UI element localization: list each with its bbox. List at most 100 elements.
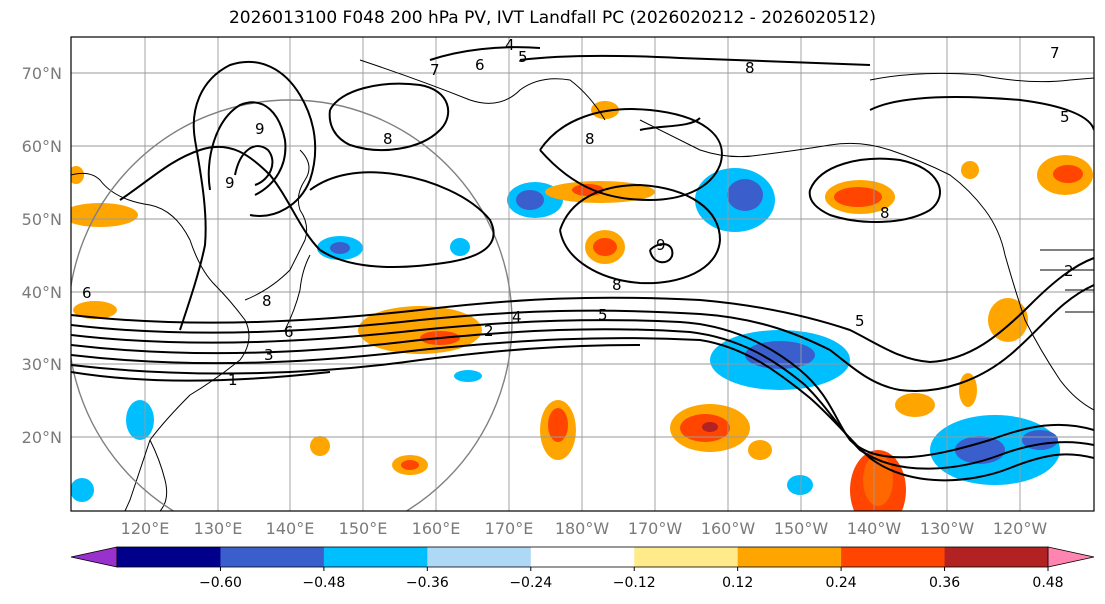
lon-label: 130°E — [194, 519, 243, 538]
contour-label: 1 — [228, 371, 238, 389]
contour-label: 4 — [512, 308, 522, 326]
colorbar-segment — [323, 547, 428, 567]
anomaly-patch — [330, 242, 350, 254]
anomaly-patch — [310, 436, 330, 456]
graticule — [71, 37, 1094, 511]
lon-label: 120°W — [993, 519, 1048, 538]
colorbar-segment — [220, 547, 325, 567]
anomaly-patch — [834, 187, 882, 207]
colorbar-extend-min — [70, 546, 118, 568]
anomaly-patch — [548, 408, 568, 442]
anomaly-patch — [450, 238, 470, 256]
colorbar-tick-label: 0.36 — [929, 575, 960, 591]
anomaly-patch — [702, 422, 718, 432]
anomaly-patches — [71, 101, 1093, 511]
lon-label: 140°E — [266, 519, 315, 538]
anomaly-patch — [593, 238, 617, 256]
contour-label: 3 — [264, 346, 274, 364]
contour-label: 2 — [484, 322, 494, 340]
lon-label: 160°E — [412, 519, 461, 538]
colorbar-tick-label: 0.48 — [1032, 575, 1063, 591]
colorbar-segment — [530, 547, 635, 567]
contour-label: 8 — [880, 204, 890, 222]
anomaly-patch — [591, 101, 619, 119]
colorbar-tick-label: −0.12 — [613, 575, 656, 591]
lat-label: 40°N — [22, 283, 62, 302]
lat-label: 20°N — [22, 428, 62, 447]
contour-label: 8 — [745, 59, 755, 77]
anomaly-patch — [863, 454, 893, 506]
lon-label: 120°E — [121, 519, 170, 538]
colorbar-segment — [117, 547, 221, 567]
colorbar-segments — [117, 547, 1049, 567]
colorbar-tick-label: −0.60 — [199, 575, 242, 591]
anomaly-patch — [988, 298, 1028, 342]
contour-label: 7 — [430, 61, 440, 79]
contour-label: 5 — [855, 312, 865, 330]
anomaly-patch — [787, 475, 813, 495]
colorbar-tick-label: −0.24 — [509, 575, 552, 591]
colorbar-frame — [116, 546, 1049, 568]
contour-label: 8 — [383, 130, 393, 148]
lon-label: 180°W — [555, 519, 610, 538]
lon-label: 160°W — [701, 519, 756, 538]
contour-label: 9 — [225, 174, 235, 192]
lat-label: 50°N — [22, 210, 62, 229]
coastlines — [71, 59, 1094, 511]
lon-label: 170°E — [485, 519, 534, 538]
colorbar-segment — [737, 547, 842, 567]
anomaly-patch — [71, 203, 138, 227]
lat-label: 70°N — [22, 64, 62, 83]
contour-label: 9 — [656, 236, 666, 254]
anomaly-patch — [727, 179, 763, 211]
anomaly-patch — [71, 478, 94, 502]
longitude-labels: 120°E 130°E 140°E 150°E 160°E 170°E 180°… — [121, 519, 1048, 538]
lon-label: 130°W — [920, 519, 975, 538]
colorbar-tick-label: −0.36 — [406, 575, 449, 591]
contour-label: 8 — [585, 130, 595, 148]
map-panel — [71, 37, 1094, 511]
anomaly-patch — [71, 166, 84, 184]
colorbar: −0.60 −0.48 −0.36 −0.24 −0.12 0.12 0.24 0.36 0.4… — [70, 546, 1095, 591]
lat-label: 30°N — [22, 355, 62, 374]
colorbar-segment — [841, 547, 946, 567]
colorbar-extend-max — [1047, 546, 1095, 568]
colorbar-segment — [634, 547, 739, 567]
colorbar-tick-label: −0.48 — [302, 575, 345, 591]
contour-label: 8 — [262, 292, 272, 310]
contour-label: 4 — [505, 36, 515, 54]
map-title: 2026013100 F048 200 hPa PV, IVT Landfall… — [228, 8, 876, 28]
contour-label: 7 — [1050, 44, 1060, 62]
contour-label: 8 — [612, 276, 622, 294]
colorbar-segment — [944, 547, 1049, 567]
anomaly-patch — [401, 460, 419, 470]
lon-label: 170°W — [628, 519, 683, 538]
anomaly-patch — [454, 370, 482, 382]
anomaly-patch — [748, 440, 772, 460]
pv-contours — [71, 46, 1094, 482]
contour-label: 6 — [82, 284, 92, 302]
contour-label: 5 — [598, 306, 608, 324]
colorbar-segment — [427, 547, 532, 567]
lat-label: 60°N — [22, 137, 62, 156]
contour-label: 5 — [1060, 108, 1070, 126]
map-content — [71, 37, 1094, 511]
colorbar-tick-label: 0.12 — [722, 575, 753, 591]
anomaly-patch — [516, 190, 544, 210]
contour-label: 6 — [284, 323, 294, 341]
contour-label: 5 — [518, 48, 528, 66]
map-frame — [70, 36, 1095, 512]
anomaly-patch — [1053, 165, 1083, 183]
anomaly-patch — [895, 393, 935, 417]
lon-label: 150°E — [339, 519, 388, 538]
anomaly-patch — [955, 436, 1005, 464]
lon-label: 140°W — [847, 519, 902, 538]
lon-label: 150°W — [774, 519, 829, 538]
anomaly-patch — [73, 301, 117, 319]
colorbar-ticks: −0.60 −0.48 −0.36 −0.24 −0.12 0.12 0.24 0.36 0.4… — [199, 567, 1064, 591]
contour-labels: 1 2 3 4 5 6 7 8 9 8 9 8 8 5 5 2 8 8 9 6 … — [82, 36, 1074, 389]
anomaly-patch — [572, 184, 604, 196]
colorbar-tick-label: 0.24 — [826, 575, 857, 591]
contour-label: 9 — [255, 120, 265, 138]
